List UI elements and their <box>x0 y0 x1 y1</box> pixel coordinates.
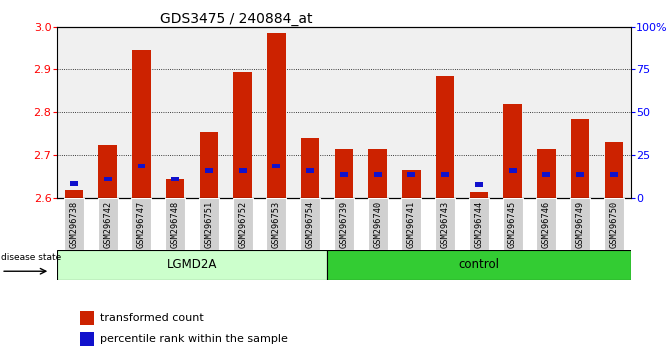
Bar <box>166 179 185 198</box>
Text: GSM296744: GSM296744 <box>474 201 483 248</box>
Bar <box>469 198 489 250</box>
Bar <box>266 198 287 250</box>
Bar <box>334 198 354 250</box>
Bar <box>475 182 482 187</box>
Bar <box>138 164 146 169</box>
Bar <box>604 198 624 250</box>
Text: disease state: disease state <box>1 253 61 263</box>
Text: GSM296754: GSM296754 <box>305 201 315 248</box>
Bar <box>104 177 111 181</box>
Bar <box>70 181 78 185</box>
Bar <box>503 198 523 250</box>
Bar <box>605 142 623 198</box>
Bar <box>267 33 286 198</box>
Bar <box>368 198 388 250</box>
Bar <box>542 172 550 177</box>
Text: transformed count: transformed count <box>100 313 204 323</box>
Text: percentile rank within the sample: percentile rank within the sample <box>100 334 288 344</box>
Text: GSM296752: GSM296752 <box>238 201 247 248</box>
Bar <box>234 72 252 198</box>
Bar <box>199 132 218 198</box>
Text: GSM296745: GSM296745 <box>508 201 517 248</box>
Bar <box>57 250 327 280</box>
Bar <box>335 149 353 198</box>
Bar <box>301 138 319 198</box>
Text: LGMD2A: LGMD2A <box>167 258 217 271</box>
Bar <box>407 172 415 177</box>
Bar <box>64 198 84 250</box>
Bar <box>205 168 213 173</box>
Bar <box>327 250 631 280</box>
Bar <box>199 198 219 250</box>
Bar <box>64 190 83 198</box>
Bar <box>374 172 382 177</box>
Text: GSM296751: GSM296751 <box>205 201 213 248</box>
Bar <box>442 172 449 177</box>
Bar <box>306 168 314 173</box>
Bar <box>132 198 152 250</box>
Bar <box>98 198 117 250</box>
Text: GSM296739: GSM296739 <box>340 201 348 248</box>
Bar <box>570 198 590 250</box>
Text: GSM296743: GSM296743 <box>441 201 450 248</box>
Bar <box>470 192 488 198</box>
Bar <box>401 198 421 250</box>
Text: control: control <box>458 258 499 271</box>
Bar <box>171 177 179 181</box>
Bar <box>576 172 584 177</box>
Bar <box>571 119 589 198</box>
Text: GSM296747: GSM296747 <box>137 201 146 248</box>
Bar <box>165 198 185 250</box>
Text: GDS3475 / 240884_at: GDS3475 / 240884_at <box>160 12 313 25</box>
Bar <box>368 149 387 198</box>
Bar <box>80 312 95 325</box>
Text: GSM296741: GSM296741 <box>407 201 416 248</box>
Bar <box>132 50 151 198</box>
Bar <box>99 144 117 198</box>
Bar <box>233 198 252 250</box>
Bar <box>436 76 454 198</box>
Bar <box>537 149 556 198</box>
Text: GSM296753: GSM296753 <box>272 201 281 248</box>
Bar <box>300 198 320 250</box>
Bar <box>402 170 421 198</box>
Bar <box>80 332 95 346</box>
Text: GSM296740: GSM296740 <box>373 201 382 248</box>
Text: GSM296746: GSM296746 <box>542 201 551 248</box>
Text: GSM296742: GSM296742 <box>103 201 112 248</box>
Text: GSM296750: GSM296750 <box>609 201 619 248</box>
Bar <box>536 198 556 250</box>
Bar <box>239 168 246 173</box>
Bar <box>340 172 348 177</box>
Text: GSM296738: GSM296738 <box>69 201 79 248</box>
Bar <box>610 172 618 177</box>
Text: GSM296749: GSM296749 <box>576 201 584 248</box>
Bar <box>435 198 455 250</box>
Bar <box>503 104 522 198</box>
Text: GSM296748: GSM296748 <box>170 201 180 248</box>
Bar <box>509 168 517 173</box>
Bar <box>272 164 280 169</box>
